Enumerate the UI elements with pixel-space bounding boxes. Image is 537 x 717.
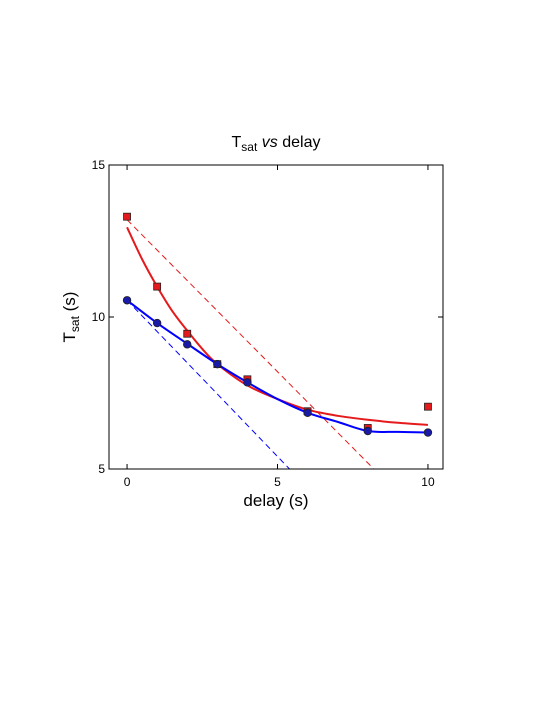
blue-series-point [183,340,192,349]
x-tick-label: 10 [421,475,435,489]
red-series-point [424,402,432,411]
blue-series-point [122,296,132,305]
blue-series-tangent-line [126,299,290,469]
blue-series-point [243,378,252,387]
chart-title: Tsat vs delay [232,134,321,154]
red-series-tangent-line [126,219,375,469]
x-axis-label: delay (s) [243,491,308,510]
plot-area [122,212,433,469]
series-group [122,212,433,469]
blue-series-point [152,318,162,328]
y-axis-label: Tsat (s) [60,292,82,343]
y-tick-label: 5 [98,462,105,476]
red-series-point [153,282,162,291]
x-tick-label: 5 [274,475,281,489]
x-tick-label: 0 [124,475,131,489]
y-tick-label: 15 [92,158,106,172]
blue-series-point [423,428,433,437]
red-series-point [123,212,131,221]
blue-series-point [363,426,372,436]
blue-series-point [303,408,312,417]
blue-series-point [213,359,222,369]
y-tick-label: 10 [92,310,106,324]
blue-series-fit-curve [126,299,428,434]
axis-ticks: 0 5 10 5 10 15 [92,158,443,489]
red-series-point [183,329,192,338]
